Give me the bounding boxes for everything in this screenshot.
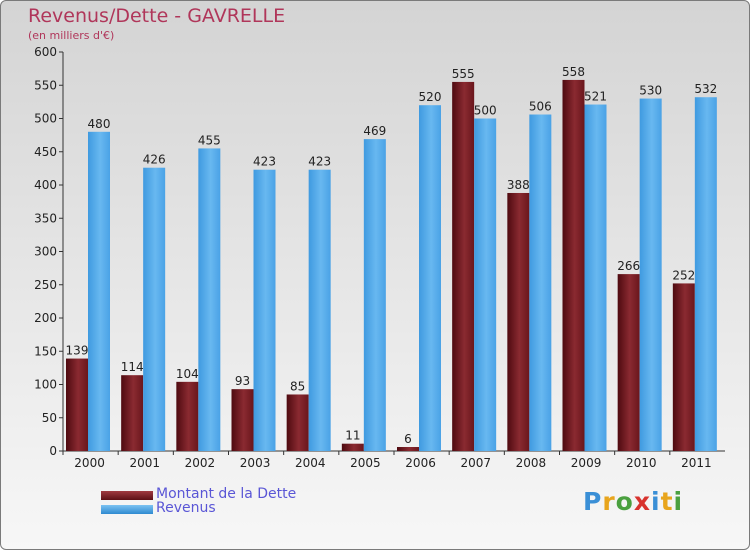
data-label-dette: 85 bbox=[290, 379, 305, 393]
data-label-dette: 93 bbox=[235, 374, 250, 388]
logo-letter: i bbox=[651, 487, 661, 516]
bar-revenus bbox=[198, 148, 221, 452]
x-tick-label: 2005 bbox=[350, 456, 381, 470]
data-label-dette: 139 bbox=[66, 344, 89, 358]
bar-revenus bbox=[88, 131, 110, 452]
x-tick-label: 2004 bbox=[295, 456, 326, 470]
data-label-revenus: 532 bbox=[694, 82, 717, 96]
proxiti-logo: Proxiti bbox=[583, 487, 683, 516]
legend-label-dette: Montant de la Dette bbox=[156, 486, 297, 502]
x-tick-label: 2002 bbox=[185, 456, 216, 470]
bar-dette bbox=[121, 375, 144, 451]
y-tick-label: 500 bbox=[34, 112, 57, 126]
legend-label-revenus: Revenus bbox=[156, 500, 216, 516]
bar-dette bbox=[507, 192, 530, 452]
logo-letter: r bbox=[602, 487, 616, 516]
bar-revenus bbox=[363, 139, 386, 452]
logo-letter: o bbox=[615, 487, 634, 516]
data-label-revenus: 530 bbox=[639, 84, 662, 98]
bar-revenus bbox=[529, 114, 552, 451]
x-tick-label: 2008 bbox=[516, 456, 547, 470]
data-label-dette: 114 bbox=[121, 360, 144, 374]
y-tick-label: 200 bbox=[34, 311, 57, 325]
x-tick-label: 2001 bbox=[129, 456, 160, 470]
bar-dette bbox=[286, 394, 309, 451]
legend-swatch-dette bbox=[101, 491, 153, 500]
x-tick-label: 2000 bbox=[74, 456, 105, 470]
x-tick-label: 2010 bbox=[626, 456, 657, 470]
data-label-dette: 252 bbox=[672, 268, 695, 282]
chart-subtitle: (en milliers d'€) bbox=[28, 29, 115, 42]
x-tick-label: 2007 bbox=[460, 456, 491, 470]
data-label-revenus: 423 bbox=[308, 155, 331, 169]
bar-revenus bbox=[474, 118, 497, 451]
y-tick-label: 550 bbox=[34, 78, 57, 92]
bar-dette bbox=[176, 381, 199, 451]
bar-revenus bbox=[584, 104, 607, 451]
x-tick-label: 2006 bbox=[405, 456, 436, 470]
data-label-revenus: 500 bbox=[474, 104, 497, 118]
legend-swatch-revenus bbox=[101, 505, 153, 514]
data-label-dette: 266 bbox=[617, 259, 640, 273]
bar-dette bbox=[617, 274, 640, 451]
bar-dette bbox=[672, 283, 695, 451]
data-label-revenus: 506 bbox=[529, 100, 552, 114]
data-label-revenus: 480 bbox=[88, 117, 111, 131]
data-label-revenus: 521 bbox=[584, 90, 607, 104]
logo-letter: x bbox=[633, 487, 651, 516]
logo-letter: i bbox=[673, 487, 684, 516]
y-tick-label: 50 bbox=[42, 411, 57, 425]
bar-dette bbox=[66, 358, 88, 451]
chart-title: Revenus/Dette - GAVRELLE bbox=[28, 5, 286, 27]
y-tick-label: 450 bbox=[34, 145, 57, 159]
bar-dette bbox=[562, 79, 585, 452]
data-label-revenus: 520 bbox=[419, 90, 442, 104]
data-label-revenus: 423 bbox=[253, 155, 276, 169]
logo-letter: t bbox=[660, 487, 674, 516]
data-label-dette: 555 bbox=[452, 67, 475, 81]
bar-revenus bbox=[253, 169, 276, 451]
data-label-revenus: 469 bbox=[363, 124, 386, 138]
y-tick-label: 350 bbox=[34, 211, 57, 225]
x-tick-label: 2003 bbox=[240, 456, 271, 470]
bar-revenus bbox=[143, 167, 166, 451]
y-tick-label: 250 bbox=[34, 278, 57, 292]
y-tick-label: 600 bbox=[34, 45, 57, 59]
y-tick-label: 100 bbox=[34, 378, 57, 392]
data-label-revenus: 455 bbox=[198, 133, 221, 147]
bar-revenus bbox=[419, 105, 441, 451]
data-label-dette: 558 bbox=[562, 65, 585, 79]
x-tick-label: 2009 bbox=[571, 456, 602, 470]
bar-dette bbox=[341, 443, 364, 451]
y-tick-label: 300 bbox=[34, 245, 57, 259]
y-tick-label: 0 bbox=[49, 444, 57, 458]
bar-dette bbox=[397, 447, 419, 451]
bar-dette bbox=[452, 81, 475, 452]
y-tick-label: 400 bbox=[34, 178, 57, 192]
data-label-dette: 104 bbox=[176, 367, 199, 381]
x-tick-label: 2011 bbox=[681, 456, 712, 470]
bar-dette bbox=[231, 389, 254, 451]
data-label-dette: 6 bbox=[404, 432, 412, 446]
data-label-dette: 388 bbox=[507, 178, 530, 192]
logo-letter: P bbox=[583, 487, 603, 516]
bar-revenus bbox=[694, 97, 717, 451]
data-label-revenus: 426 bbox=[143, 153, 166, 167]
data-label-dette: 11 bbox=[345, 429, 360, 443]
bar-revenus bbox=[308, 169, 331, 451]
bar-revenus bbox=[639, 98, 662, 452]
y-tick-label: 150 bbox=[34, 344, 57, 358]
